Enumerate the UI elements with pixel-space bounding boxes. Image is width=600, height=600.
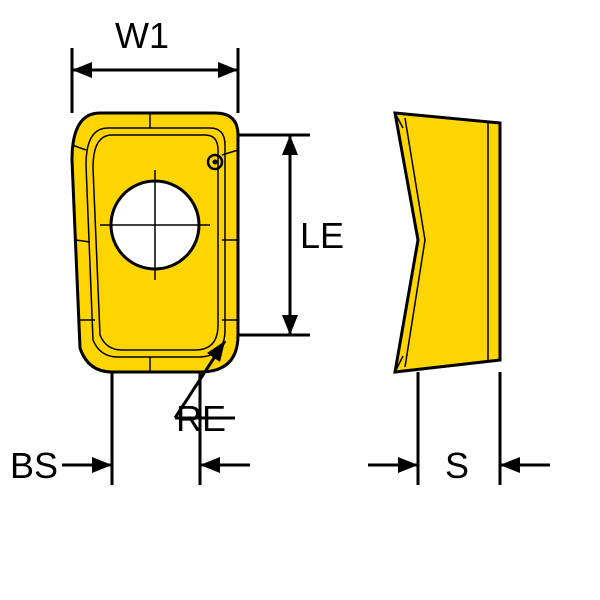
label-LE: LE: [300, 215, 344, 257]
label-S: S: [445, 445, 469, 487]
side-view: [395, 113, 500, 372]
diagram-svg: [0, 0, 600, 600]
technical-diagram: W1 LE RE BS S: [0, 0, 600, 600]
front-view: [72, 113, 238, 372]
label-BS: BS: [10, 445, 58, 487]
label-W1: W1: [115, 15, 169, 57]
label-RE: RE: [176, 398, 226, 440]
dim-W1: [72, 48, 238, 113]
